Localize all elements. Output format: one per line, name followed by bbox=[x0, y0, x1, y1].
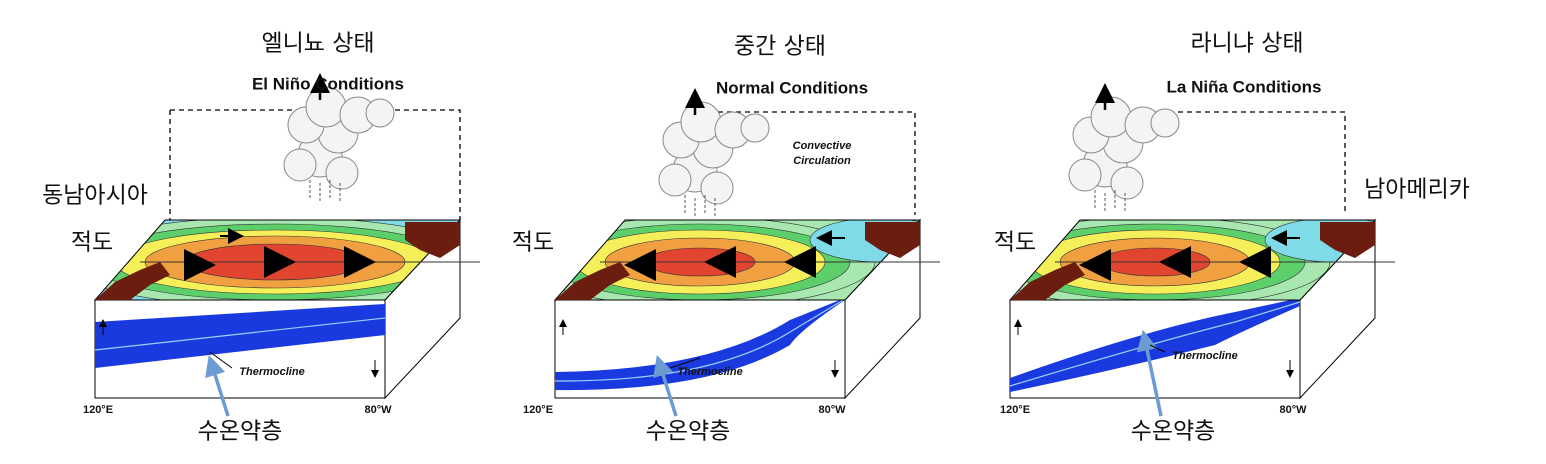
title-en: El Niño Conditions bbox=[252, 74, 404, 93]
cloud bbox=[1068, 158, 1102, 192]
top-edge bbox=[93, 219, 462, 301]
top-edge bbox=[1008, 219, 1377, 301]
lon-east: 80°W bbox=[364, 404, 392, 416]
panel: 중간 상태 Normal Conditions 적도 Thermocline 120°E… bbox=[512, 34, 940, 445]
cloud bbox=[680, 101, 722, 143]
circulation-loop bbox=[1115, 111, 1346, 215]
thermocline-ko: 수온약층 bbox=[198, 419, 283, 445]
thermocline: Thermocline bbox=[239, 366, 304, 378]
land-west bbox=[1010, 262, 1085, 300]
rain bbox=[309, 180, 341, 203]
cloud bbox=[325, 156, 359, 190]
lon-west: 120°E bbox=[83, 404, 113, 416]
land-east bbox=[1320, 222, 1375, 258]
thermocline-leader bbox=[1149, 344, 1166, 353]
cloud bbox=[283, 148, 317, 182]
cloud bbox=[658, 163, 692, 197]
circulation-loop bbox=[169, 109, 461, 235]
land-east bbox=[405, 222, 460, 258]
lon-east: 80°W bbox=[1279, 404, 1307, 416]
title-en: La Niña Conditions bbox=[1167, 77, 1322, 96]
rain bbox=[684, 195, 716, 218]
cloud bbox=[1150, 108, 1180, 138]
region: 남아메리카 bbox=[1364, 177, 1470, 203]
thermocline-ko: 수온약층 bbox=[1131, 419, 1216, 445]
title-ko: 라니냐 상태 bbox=[1190, 31, 1303, 57]
thermocline: Thermocline bbox=[677, 366, 742, 378]
equator: 적도 bbox=[512, 230, 554, 256]
thermocline-ko: 수온약층 bbox=[646, 419, 731, 445]
cloud bbox=[365, 98, 395, 128]
top-edge bbox=[553, 219, 922, 301]
thermocline-line bbox=[554, 298, 846, 382]
title-ko: 중간 상태 bbox=[734, 34, 826, 60]
thermocline: Thermocline bbox=[1172, 350, 1237, 362]
lon-west: 120°E bbox=[1000, 404, 1030, 416]
land-west bbox=[555, 262, 630, 300]
title-en: Normal Conditions bbox=[716, 78, 868, 97]
pointer-arrow bbox=[205, 354, 230, 417]
land-west bbox=[95, 262, 170, 300]
thermocline-leader bbox=[669, 357, 701, 369]
circulation-label: Circulation bbox=[793, 155, 851, 167]
lon-east: 80°W bbox=[818, 404, 846, 416]
rain bbox=[1094, 190, 1126, 213]
cloud bbox=[1090, 96, 1132, 138]
pointer-arrow bbox=[653, 354, 678, 417]
title-ko: 엘니뇨 상태 bbox=[261, 31, 374, 57]
cloud bbox=[1110, 166, 1144, 200]
circulation-label: Convective bbox=[793, 140, 852, 152]
region: 동남아시아 bbox=[42, 183, 148, 209]
land-east bbox=[865, 222, 920, 258]
thermocline-leader bbox=[209, 351, 233, 369]
thermocline-line bbox=[94, 317, 386, 351]
pointer-arrow bbox=[1136, 329, 1163, 417]
thermocline-layer bbox=[95, 304, 385, 368]
equator: 적도 bbox=[71, 230, 113, 256]
cloud bbox=[740, 113, 770, 143]
equator: 적도 bbox=[994, 230, 1036, 256]
cloud bbox=[700, 171, 734, 205]
lon-west: 120°E bbox=[523, 404, 553, 416]
circulation-loop bbox=[700, 111, 916, 215]
